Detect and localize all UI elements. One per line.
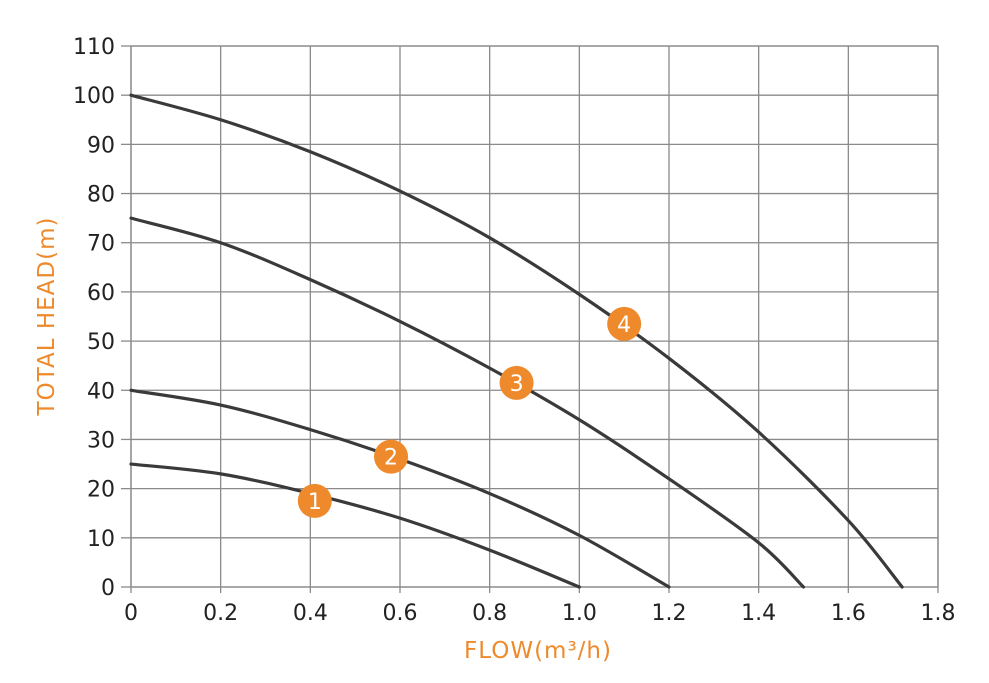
x-tick-label: 0.8 bbox=[472, 601, 507, 626]
x-axis-ticks: 0 0.2 0.4 0.6 0.8 1.0 1.2 1.4 1.6 1.8 bbox=[124, 601, 956, 626]
curve-marker-label-4: 4 bbox=[617, 313, 631, 338]
curve-marker-4 bbox=[607, 306, 642, 341]
x-tick-label: 1.2 bbox=[652, 601, 687, 626]
curve-marker-1 bbox=[297, 483, 332, 518]
y-tick-label: 40 bbox=[87, 379, 115, 404]
y-tick-label: 90 bbox=[87, 133, 115, 158]
y-tick-label: 110 bbox=[73, 35, 115, 60]
curve-4 bbox=[129, 93, 904, 589]
x-tick-label: 0.4 bbox=[293, 601, 328, 626]
y-tick-label: 60 bbox=[87, 281, 115, 306]
plot-border bbox=[130, 45, 939, 588]
x-tick-label: 1.4 bbox=[741, 601, 776, 626]
curve-marker-label-2: 2 bbox=[384, 446, 398, 471]
curve-markers: 1 2 3 4 bbox=[297, 306, 642, 518]
curve-1 bbox=[129, 462, 581, 589]
y-tick-label: 50 bbox=[87, 330, 115, 355]
curve-marker-label-3: 3 bbox=[510, 372, 524, 397]
grid bbox=[121, 45, 939, 593]
y-axis-ticks: 0 10 20 30 40 50 60 70 80 90 100 110 bbox=[73, 35, 115, 601]
curve-marker-label-1: 1 bbox=[308, 490, 322, 515]
x-tick-label: 1.8 bbox=[921, 601, 956, 626]
x-tick-label: 1.6 bbox=[831, 601, 866, 626]
curve-marker-2 bbox=[374, 439, 409, 474]
x-tick-label: 0 bbox=[124, 601, 138, 626]
y-tick-label: 0 bbox=[101, 576, 115, 601]
y-tick-label: 80 bbox=[87, 183, 115, 208]
y-tick-label: 20 bbox=[87, 478, 115, 503]
y-tick-label: 100 bbox=[73, 84, 115, 109]
x-tick-label: 0.2 bbox=[203, 601, 238, 626]
x-tick-label: 1.0 bbox=[562, 601, 597, 626]
y-tick-label: 70 bbox=[87, 232, 115, 257]
y-tick-label: 30 bbox=[87, 428, 115, 453]
y-axis-label: TOTAL HEAD(m) bbox=[34, 217, 60, 417]
x-tick-label: 0.6 bbox=[383, 601, 418, 626]
curve-marker-3 bbox=[499, 365, 534, 400]
curve-3 bbox=[129, 216, 806, 589]
x-axis-label: FLOW(m³/h) bbox=[464, 638, 612, 664]
y-tick-label: 10 bbox=[87, 527, 115, 552]
